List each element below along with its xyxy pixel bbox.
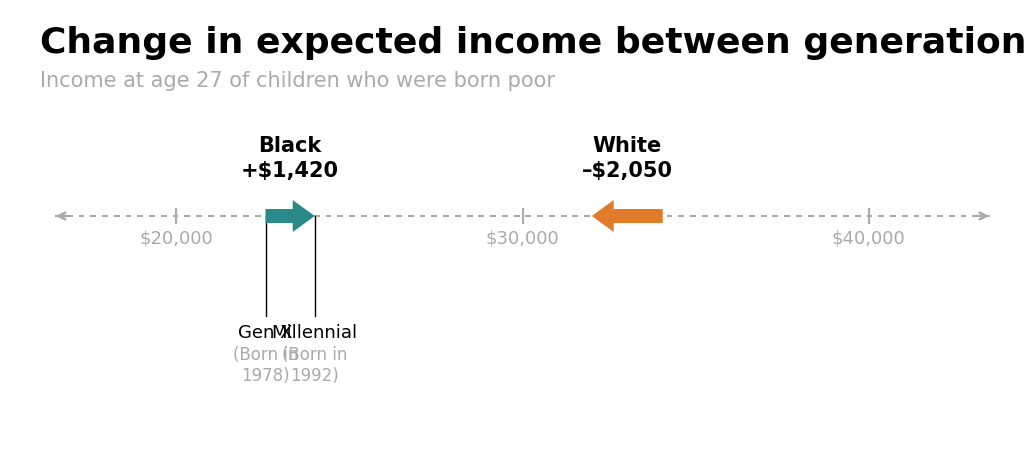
Text: Income at age 27 of children who were born poor: Income at age 27 of children who were bo… bbox=[40, 71, 555, 91]
Text: $30,000: $30,000 bbox=[485, 229, 559, 247]
Text: Millennial: Millennial bbox=[271, 324, 357, 342]
Text: Gen X: Gen X bbox=[239, 324, 293, 342]
Text: $40,000: $40,000 bbox=[831, 229, 905, 247]
Text: $20,000: $20,000 bbox=[139, 229, 213, 247]
Text: (Born in
1978): (Born in 1978) bbox=[232, 346, 298, 385]
Polygon shape bbox=[265, 200, 314, 232]
Text: +$1,420: +$1,420 bbox=[241, 161, 339, 181]
Text: White: White bbox=[593, 136, 662, 156]
Text: –$2,050: –$2,050 bbox=[582, 161, 673, 181]
Text: Change in expected income between generations: Change in expected income between genera… bbox=[40, 26, 1024, 60]
Polygon shape bbox=[592, 200, 663, 232]
Text: Black: Black bbox=[258, 136, 322, 156]
Text: (Born in
1992): (Born in 1992) bbox=[282, 346, 347, 385]
